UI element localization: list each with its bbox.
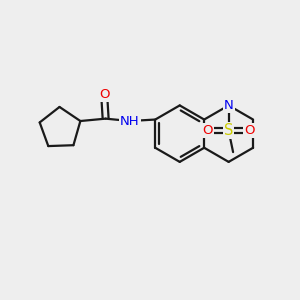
Text: S: S xyxy=(224,123,233,138)
Text: O: O xyxy=(99,88,110,101)
Text: O: O xyxy=(244,124,255,137)
Text: N: N xyxy=(224,99,233,112)
Text: O: O xyxy=(202,124,213,137)
Text: NH: NH xyxy=(120,115,140,128)
